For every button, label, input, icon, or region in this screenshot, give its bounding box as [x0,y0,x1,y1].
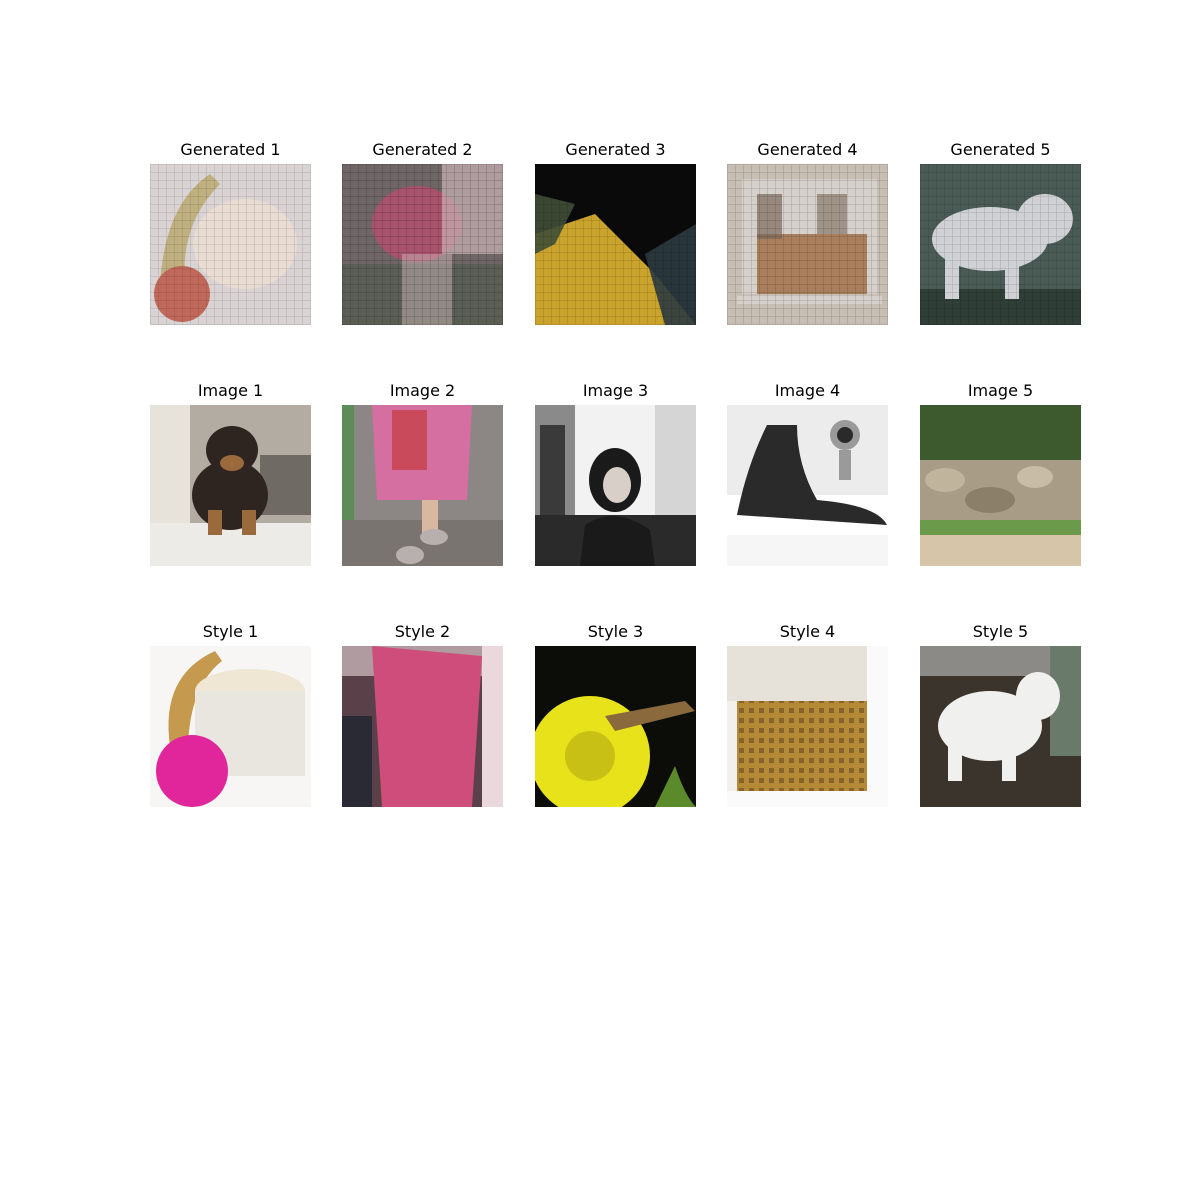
panel-image [150,646,311,807]
panel-title: Style 2 [394,622,451,641]
panel-title: Image 4 [774,381,841,400]
panel-title: Style 4 [779,622,836,641]
pink-legs-image [342,405,503,566]
gen-dog-image [920,164,1081,325]
cream-jar-image [150,646,311,807]
panel-title: Style 5 [972,622,1029,641]
panel-image [727,164,888,325]
panel-image [342,164,503,325]
panel-title: Generated 2 [372,140,473,159]
panel-title: Generated 3 [565,140,666,159]
panel-image [342,405,503,566]
panel-title: Generated 1 [180,140,281,159]
panel-image [150,164,311,325]
gen-box-image [727,164,888,325]
stone-wall-image [920,405,1081,566]
panel-title: Image 2 [389,381,456,400]
panel-image [535,164,696,325]
panel-title: Style 1 [202,622,259,641]
panel-image [535,646,696,807]
panel-image [920,164,1081,325]
panel-title: Style 3 [587,622,644,641]
panel-image [150,405,311,566]
panel-image [727,646,888,807]
pink-scarf-image [342,646,503,807]
sketch-hair-image [727,405,888,566]
bw-woman-image [535,405,696,566]
panel-title: Generated 5 [950,140,1051,159]
panel-title: Image 3 [582,381,649,400]
panel-image [727,405,888,566]
panel-title: Image 5 [967,381,1034,400]
white-dog-image [920,646,1081,807]
panel-title: Generated 4 [757,140,858,159]
panel-title: Image 1 [197,381,264,400]
panel-image [920,405,1081,566]
panel-image [535,405,696,566]
puppy-image [150,405,311,566]
beehive-image [727,646,888,807]
gen-yellow-dark-image [535,164,696,325]
gen-cream-jar-image [150,164,311,325]
panel-image [342,646,503,807]
grasshopper-flower-image [535,646,696,807]
panel-image [920,646,1081,807]
gen-pink-blur-image [342,164,503,325]
